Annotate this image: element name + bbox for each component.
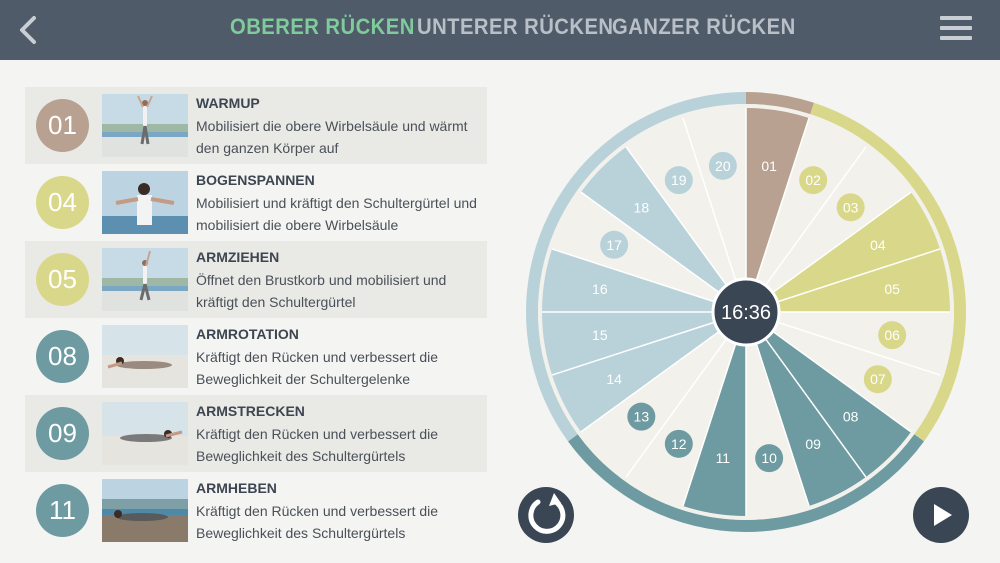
wheel-segment-01	[746, 108, 810, 312]
exercise-row-armheben[interactable]: 11 ARMHEBEN Kräftigt den Rücken und verb…	[25, 472, 487, 549]
exercise-row-warmup[interactable]: 01 WARMUP Mobilisiert die obere Wirbelsä…	[25, 87, 487, 164]
timer-circle	[711, 277, 781, 347]
exercise-title: ARMZIEHEN	[196, 249, 280, 265]
wheel-segment-label: 13	[634, 409, 650, 425]
wheel-segment-dot-07	[863, 365, 892, 394]
exercise-description: Kräftigt den Rücken und verbessert die B…	[196, 503, 439, 541]
wheel-ring-arc	[526, 92, 746, 442]
wheel-segment-09	[746, 312, 866, 507]
exercise-number-badge: 01	[36, 99, 89, 152]
exercise-description: Öffnet den Brustkorb und mobilisiert und…	[196, 272, 447, 310]
wheel-segment-label: 16	[592, 281, 608, 297]
wheel-ring-arc	[568, 434, 924, 532]
wheel-segment-label: 03	[843, 199, 859, 215]
exercise-title: ARMHEBEN	[196, 480, 277, 496]
exercise-number-badge: 04	[36, 176, 89, 229]
wheel-segment-11	[682, 312, 746, 516]
wheel-segment-08	[746, 312, 912, 478]
exercise-title: WARMUP	[196, 95, 260, 111]
exercise-thumbnail	[102, 94, 188, 157]
wheel-segment-label: 10	[761, 450, 777, 466]
play-button[interactable]	[913, 487, 969, 543]
wheel-segment-label: 09	[805, 436, 821, 452]
wheel-segment-14	[551, 312, 746, 432]
tab-ganzer-ruecken[interactable]: GANZER RÜCKEN	[612, 14, 796, 39]
exercise-thumbnail	[102, 248, 188, 311]
exercise-title: BOGENSPANNEN	[196, 172, 315, 188]
exercise-row-armrotation[interactable]: 08 ARMROTATION Kräftigt den Rücken und v…	[25, 318, 487, 395]
exercise-description: Mobilisiert und kräftigt den Schultergür…	[196, 195, 477, 233]
tab-oberer-ruecken[interactable]: OBERER RÜCKEN	[230, 14, 415, 39]
wheel-segment-label: 02	[805, 172, 821, 188]
exercise-description: Mobilisiert die obere Wirbelsäule und wä…	[196, 118, 468, 156]
wheel-segment-05	[746, 248, 950, 312]
wheel-segment-dot-13	[627, 402, 656, 431]
wheel-ring-arc	[810, 102, 966, 442]
wheel-segment-dot-10	[755, 444, 784, 473]
exercise-number-badge: 08	[36, 330, 89, 383]
exercise-number-badge: 05	[36, 253, 89, 306]
wheel-segment-label: 17	[606, 237, 622, 253]
play-icon	[934, 504, 952, 526]
exercise-row-armziehen[interactable]: 05 ARMZIEHEN Öffnet den Brustkorb und mo…	[25, 241, 487, 318]
wheel-segment-18	[580, 146, 746, 312]
wheel-segment-label: 05	[884, 281, 900, 297]
wheel-segment-label: 12	[671, 436, 687, 452]
wheel-segment-dot-12	[664, 429, 693, 458]
wheel-segment-label: 04	[870, 237, 886, 253]
wheel-segment-label: 20	[715, 158, 731, 174]
exercise-number-badge: 11	[36, 484, 89, 537]
hamburger-menu-icon[interactable]	[940, 16, 972, 44]
wheel-segment-dot-19	[664, 166, 693, 195]
tab-unterer-ruecken[interactable]: UNTERER RÜCKEN	[417, 14, 614, 39]
exercise-title: ARMSTRECKEN	[196, 403, 305, 419]
exercise-row-bogenspannen[interactable]: 04 BOGENSPANNEN Mobilisiert und kräftigt…	[25, 164, 487, 241]
wheel-segment-dot-06	[878, 321, 907, 350]
wheel-segment-dot-17	[600, 230, 629, 259]
exercise-description: Kräftigt den Rücken und verbessert die B…	[196, 426, 439, 464]
wheel-segment-label: 11	[716, 450, 731, 466]
wheel-segment-label: 19	[671, 172, 687, 188]
wheel-segment-label: 18	[634, 199, 650, 215]
wheel-segment-label: 07	[870, 371, 886, 387]
workout-wheel: 01 02 03 04 05 06 07 08 09 10 11 12 13 14 15 16 17 18 19 20…	[526, 92, 966, 532]
exercise-list: 01 WARMUP Mobilisiert die obere Wirbelsä…	[25, 87, 487, 549]
wheel-segment-label: 06	[884, 327, 900, 343]
exercise-number-badge: 09	[36, 407, 89, 460]
wheel-ring-arc	[746, 92, 814, 115]
wheel-segment-16	[542, 248, 746, 312]
wheel-segment-15	[542, 312, 746, 376]
restart-button[interactable]	[518, 487, 574, 543]
wheel-segment-label: 14	[606, 371, 622, 387]
exercise-thumbnail	[102, 325, 188, 388]
wheel-segment-dot-02	[799, 166, 828, 195]
wheel-segment-dot-20	[708, 151, 737, 180]
exercise-thumbnail	[102, 479, 188, 542]
wheel-segment-dot-03	[836, 193, 865, 222]
exercise-title: ARMROTATION	[196, 326, 299, 342]
restart-icon	[528, 493, 566, 534]
exercise-thumbnail	[102, 402, 188, 465]
chevron-left-icon[interactable]	[12, 12, 48, 48]
timer-text: 16:36	[721, 302, 771, 324]
wheel-segment-04	[746, 192, 941, 312]
wheel-segment-label: 08	[843, 409, 859, 425]
top-bar: OBERER RÜCKEN UNTERER RÜCKEN GANZER RÜCK…	[0, 0, 1000, 60]
wheel-segment-label: 15	[592, 327, 608, 343]
exercise-description: Kräftigt den Rücken und verbessert die B…	[196, 349, 439, 387]
exercise-row-armstrecken[interactable]: 09 ARMSTRECKEN Kräftigt den Rücken und v…	[25, 395, 487, 472]
wheel-segment-label: 01	[761, 158, 777, 174]
exercise-thumbnail	[102, 171, 188, 234]
